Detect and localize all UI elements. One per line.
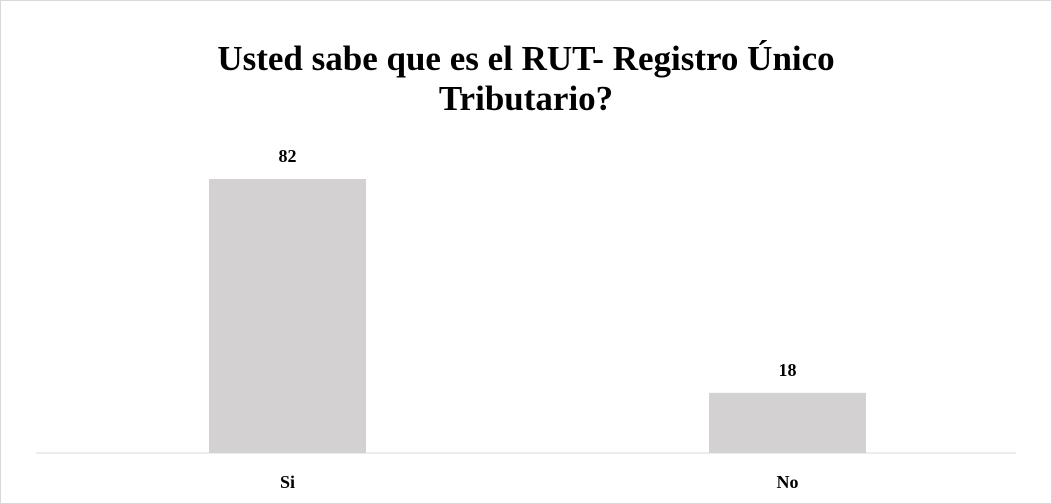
bar — [209, 179, 366, 453]
data-label: 82 — [279, 146, 297, 166]
title-block: Usted sabe que es el RUT- Registro Único… — [1, 39, 1051, 119]
bar — [709, 392, 866, 453]
x-tick-label: No — [777, 472, 799, 492]
data-label: 18 — [779, 360, 797, 380]
chart-title: Usted sabe que es el RUT- Registro Único… — [217, 39, 835, 118]
x-tick-label: Si — [280, 472, 295, 492]
